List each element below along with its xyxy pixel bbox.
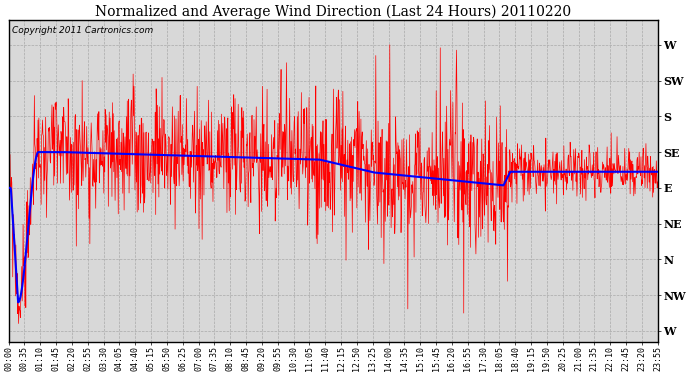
Title: Normalized and Average Wind Direction (Last 24 Hours) 20110220: Normalized and Average Wind Direction (L… — [95, 4, 571, 18]
Text: Copyright 2011 Cartronics.com: Copyright 2011 Cartronics.com — [12, 26, 153, 35]
